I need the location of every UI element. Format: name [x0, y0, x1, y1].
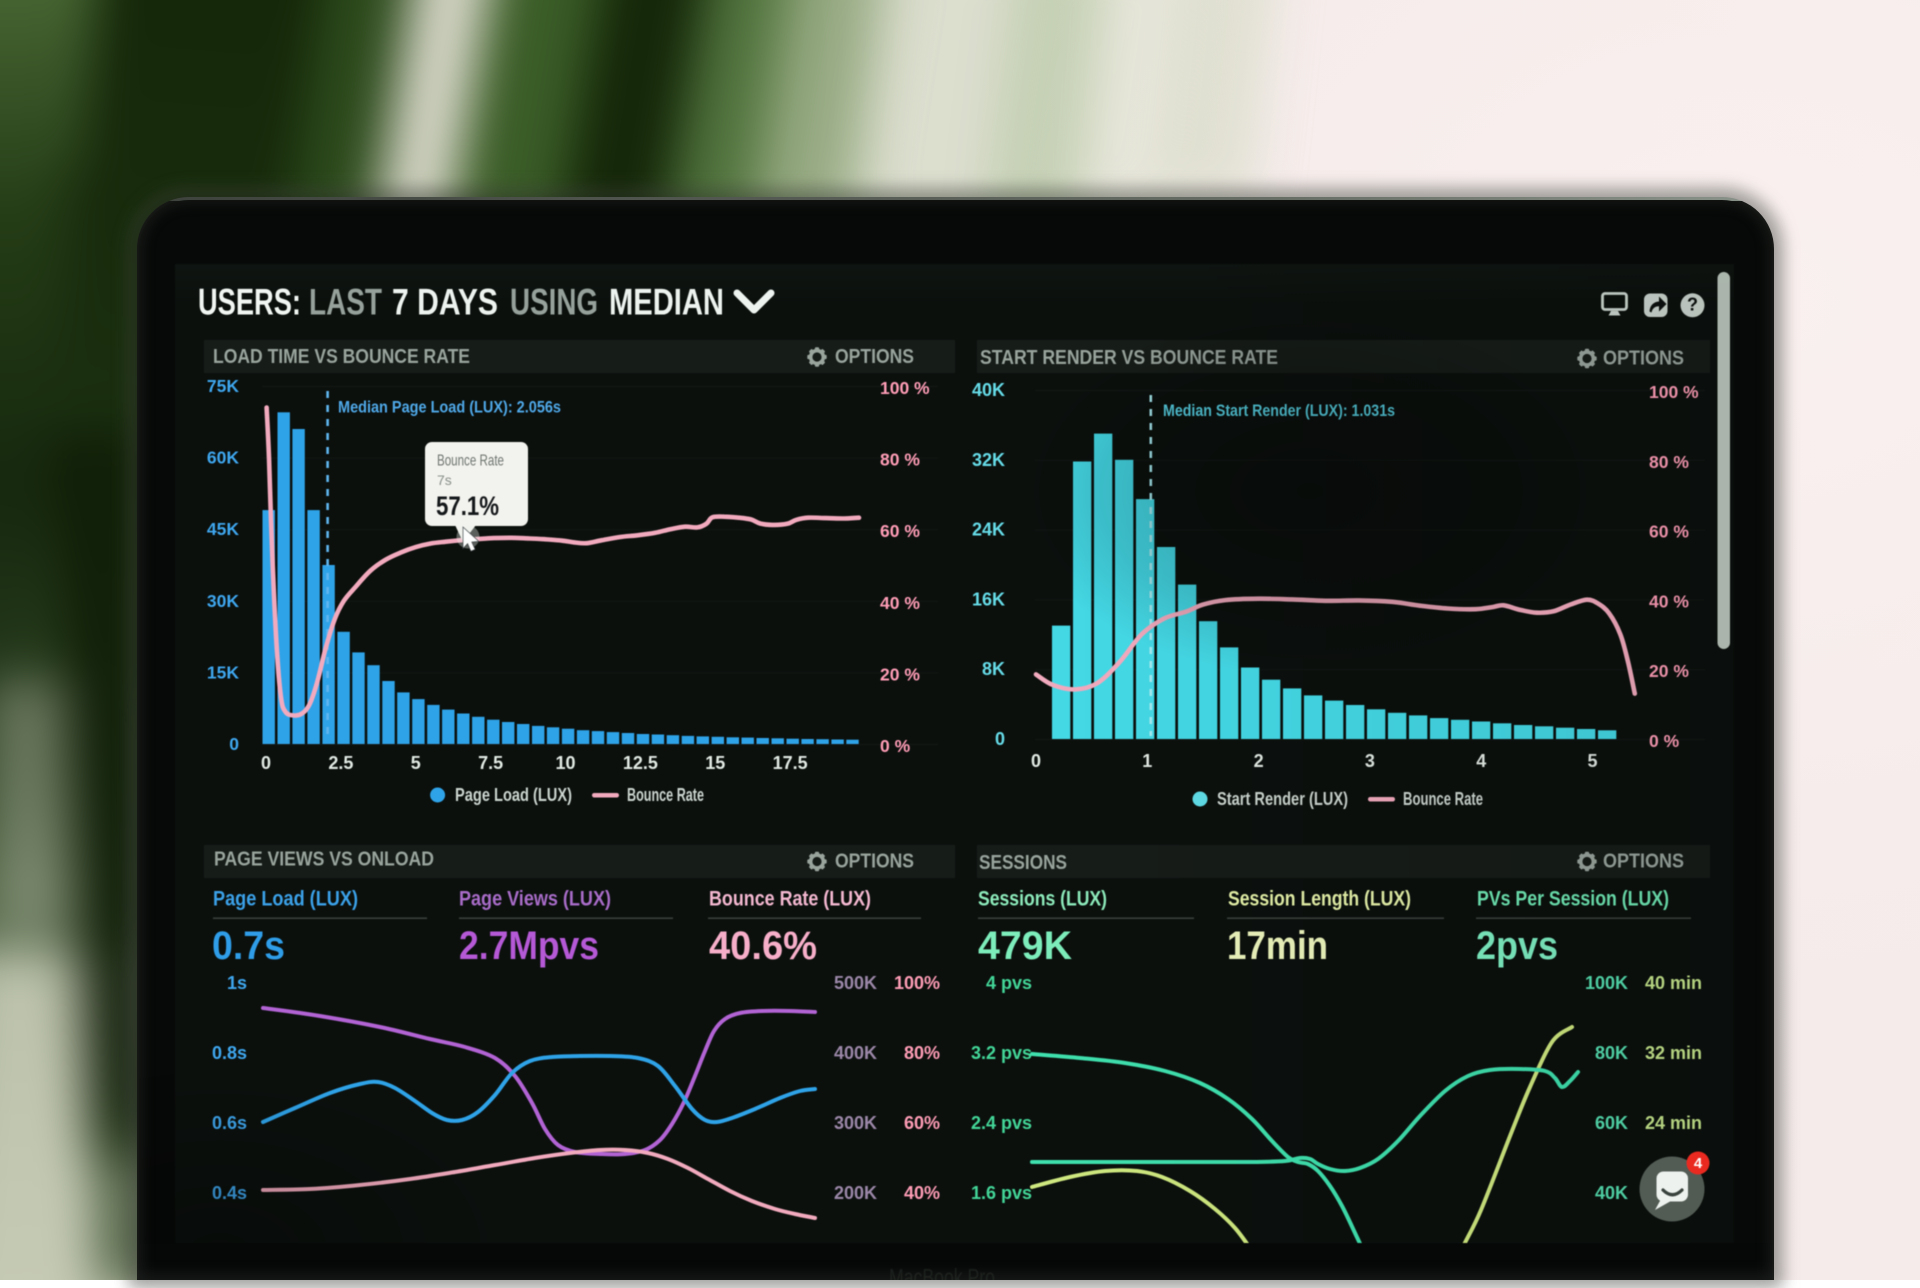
svg-text:4: 4	[1694, 1155, 1703, 1172]
svg-text:MacBook Pro: MacBook Pro	[889, 1264, 995, 1280]
